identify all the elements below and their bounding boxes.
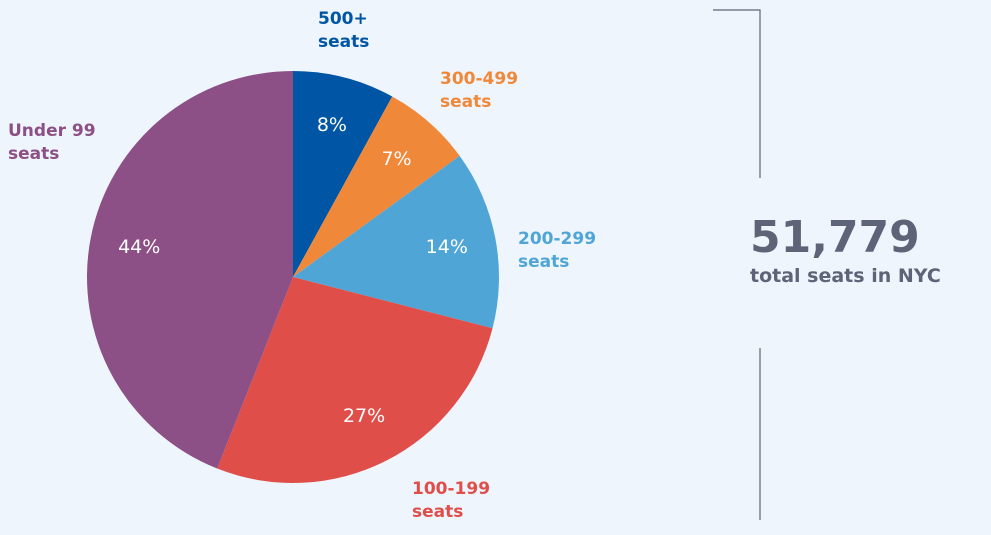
pie-slice	[86, 71, 293, 469]
category-label: 500+ seats	[318, 9, 370, 52]
pie-slice	[293, 96, 460, 277]
category-label: 300-499 seats	[440, 69, 519, 112]
value-label: 7%	[381, 148, 411, 170]
value-label: 14%	[426, 236, 468, 258]
pie-slice	[217, 277, 493, 483]
category-label: 200-299 seats	[518, 229, 597, 272]
bracket-top	[713, 9, 761, 178]
category-label: Under 99 seats	[8, 121, 96, 164]
pie-slice	[293, 155, 499, 329]
total-text: total seats in NYC	[750, 265, 941, 287]
total-callout: 51,779 total seats in NYC	[750, 212, 941, 288]
total-number: 51,779	[750, 212, 920, 263]
value-label: 27%	[343, 405, 385, 427]
category-label: 100-199 seats	[412, 479, 491, 522]
pie-slice	[293, 71, 393, 277]
value-label: 44%	[118, 236, 160, 258]
value-label: 8%	[317, 114, 347, 136]
